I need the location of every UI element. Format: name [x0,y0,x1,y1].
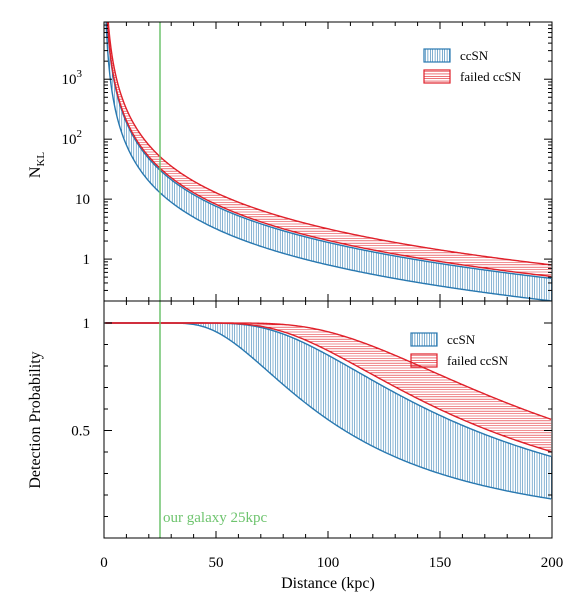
top-legend-label-ccsn: ccSN [460,48,489,63]
xtick-label: 150 [429,555,452,571]
top-legend-swatch-ccsn [425,49,450,62]
top-legend-swatch-failed-ccsn [424,71,450,82]
top-ytick-label: 102 [62,128,83,148]
bottom-ylabel: Detection Probability [27,351,44,488]
bottom-legend-swatch-ccsn [412,333,437,346]
top-legend-box-failed-ccsn [423,69,451,84]
xtick-label: 100 [317,555,340,571]
top-ylabel-sub: KL [35,152,47,167]
top-ytick-label: 1 [83,252,91,268]
top-legend-box-ccsn [423,48,451,63]
bottom-frame [103,300,553,539]
top-ccsn-lower-edge [105,22,552,301]
galaxy-marker: our galaxy 25kpc [159,22,267,538]
bottom-legend-label-failed-ccsn: failed ccSN [447,353,509,368]
bottom-legend: ccSN failed ccSN [410,332,509,368]
bottom-panel: 0 50 100 150 200 1 0.5 ccSN failed ccSN Detecti… [27,301,564,592]
xtick-label: 50 [209,555,224,571]
top-failed-ccsn-upper-edge [107,22,552,266]
bottom-legend-swatch-failed-ccsn [411,355,437,366]
top-failed-ccsn-hatch-group [105,22,552,275]
galaxy-marker-label: our galaxy 25kpc [163,510,267,526]
top-ytick-label: 10 [75,192,90,208]
top-ylabel-main: N [27,166,44,178]
bottom-failed-ccsn-hatch-group [105,324,552,450]
top-ytick-label: 103 [62,68,83,88]
top-legend: ccSN failed ccSN [423,48,522,84]
bottom-ytick-label: 1 [83,316,91,332]
xlabel: Distance (kpc) [281,575,375,592]
xtick-label: 200 [541,555,564,571]
top-ccsn-upper-edge [106,22,552,280]
bottom-legend-label-ccsn: ccSN [447,332,476,347]
bottom-failed-ccsn-upper-edge [105,322,552,420]
top-ylabel: NKL [27,152,47,179]
bottom-legend-box-failed-ccsn [410,353,438,368]
bottom-legend-box-ccsn [410,332,438,347]
top-legend-label-failed-ccsn: failed ccSN [460,69,522,84]
top-failed-ccsn-lower-edge [106,22,552,278]
bottom-ytick-label: 0.5 [71,424,90,440]
bottom-plot-area [105,322,552,500]
xtick-label: 0 [100,555,108,571]
